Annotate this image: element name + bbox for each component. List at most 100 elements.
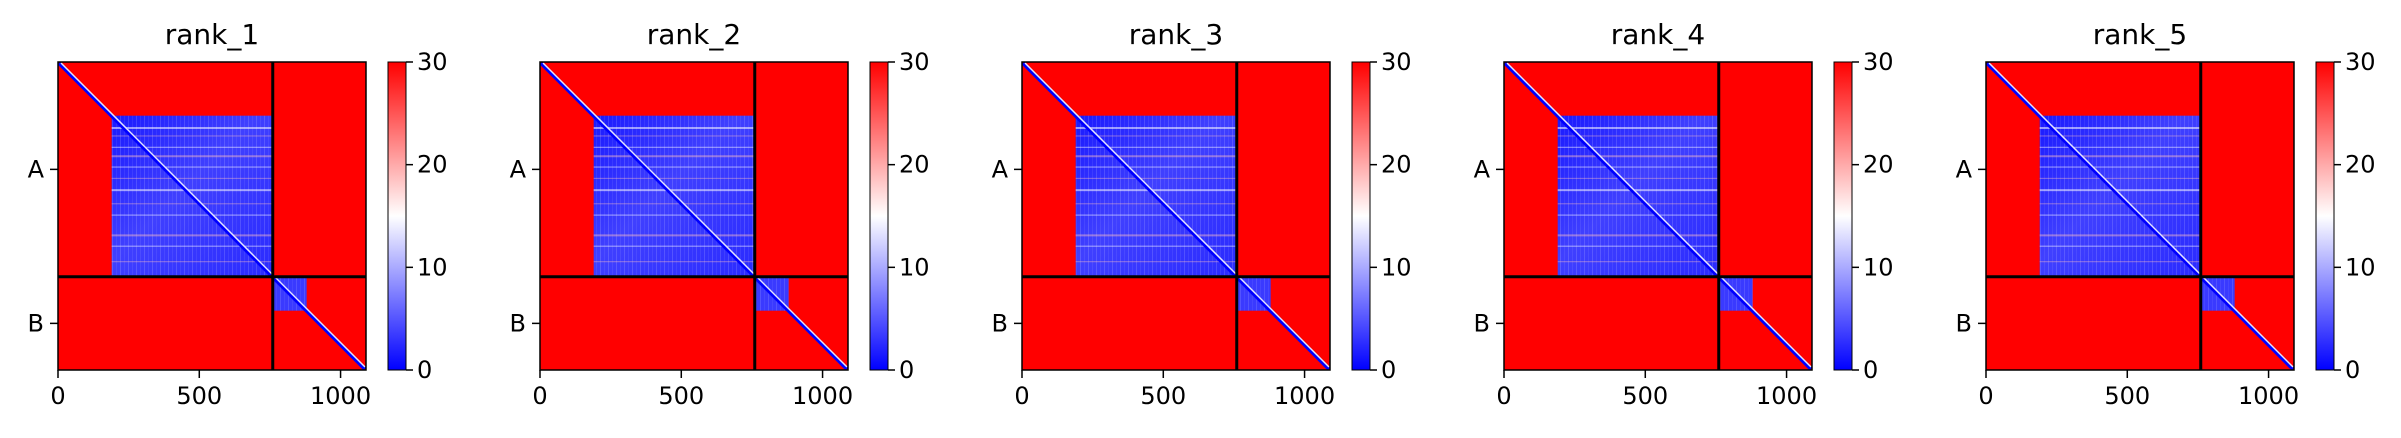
core-stripe (1075, 146, 1237, 148)
heatmap (1503, 61, 1813, 371)
chain-label: A (1474, 155, 1491, 183)
diagonal-band (1985, 61, 2295, 371)
heatmap-frame (1021, 61, 1331, 371)
colorbar-tick-label: 10 (1381, 253, 1412, 281)
core-stripe (1557, 261, 1719, 263)
panel-title: rank_5 (2093, 18, 2187, 51)
core-stripe (1075, 155, 1237, 158)
core-stripe (593, 234, 755, 237)
heatmap (539, 61, 849, 371)
core-stripe (111, 155, 273, 158)
chain-label: A (992, 155, 1009, 183)
x-tick-label: 0 (532, 382, 547, 410)
panel-title: rank_1 (165, 18, 259, 51)
chain-label: A (1956, 155, 1973, 183)
core-stripe (2039, 146, 2201, 148)
core-stripe (1557, 155, 1719, 158)
panel-title: rank_4 (1611, 18, 1705, 51)
core-stripe (593, 177, 755, 179)
panel-1: rank_1 0 500 1000 A B 0 10 20 30 (28, 18, 448, 410)
core-stripe (593, 261, 755, 263)
core-stripe (1557, 234, 1719, 237)
core-stripe (1075, 126, 1237, 129)
core-stripe (1075, 189, 1237, 192)
core-stripe (1075, 135, 1237, 137)
colorbar-tick-label: 30 (1381, 48, 1412, 76)
core-stripe (1557, 135, 1719, 137)
core-stripe (2039, 155, 2201, 158)
core-stripe (1075, 234, 1237, 237)
diagonal-highlight (60, 62, 366, 368)
core-stripe (593, 146, 755, 148)
core-stripe (111, 245, 273, 247)
chain-label: B (1956, 309, 1972, 337)
colorbar-tick-label: 20 (1863, 151, 1894, 179)
core-stripe (111, 214, 273, 216)
colorbar-tick-label: 20 (1381, 151, 1412, 179)
colorbar-tick-label: 30 (899, 48, 930, 76)
core-stripe (2039, 203, 2201, 205)
colorbar (2315, 61, 2335, 371)
colorbar-tick-label: 0 (1863, 356, 1878, 384)
heatmap (1985, 61, 2295, 371)
chain-label: A (28, 155, 45, 183)
x-tick-label: 1000 (310, 382, 371, 410)
x-tick-label: 0 (50, 382, 65, 410)
core-stripe (1557, 177, 1719, 179)
core-stripe (111, 135, 273, 137)
colorbar-tick-label: 30 (2345, 48, 2376, 76)
heatmap-frame (1503, 61, 1813, 371)
core-stripe (593, 203, 755, 205)
x-tick-label: 500 (176, 382, 222, 410)
colorbar-tick-label: 0 (1381, 356, 1396, 384)
core-stripe (2039, 214, 2201, 216)
core-stripe (593, 166, 755, 168)
x-tick-label: 500 (1140, 382, 1186, 410)
x-tick-label: 1000 (1756, 382, 1817, 410)
core-stripe (1557, 126, 1719, 129)
heatmap-frame (1985, 61, 2295, 371)
core-stripe (1557, 245, 1719, 247)
core-stripe (2039, 234, 2201, 237)
core-stripe (2039, 166, 2201, 168)
colorbar-tick-label: 20 (417, 151, 448, 179)
core-stripe (1075, 177, 1237, 179)
x-tick-label: 1000 (2238, 382, 2299, 410)
x-tick-label: 1000 (1274, 382, 1335, 410)
diagonal-band (1503, 61, 1813, 371)
x-tick-label: 0 (1978, 382, 1993, 410)
core-stripe (2039, 189, 2201, 192)
colorbar-tick-label: 10 (899, 253, 930, 281)
core-stripe (593, 245, 755, 247)
colorbar-tick-label: 20 (2345, 151, 2376, 179)
colorbar-tick-label: 10 (1863, 253, 1894, 281)
diagonal-highlight (542, 62, 848, 368)
x-tick-label: 0 (1496, 382, 1511, 410)
core-stripe (1557, 203, 1719, 205)
core-stripe (1075, 203, 1237, 205)
chain-label: B (28, 309, 44, 337)
colorbar-tick-label: 0 (899, 356, 914, 384)
x-tick-label: 1000 (792, 382, 853, 410)
colorbar-tick-label: 0 (417, 356, 432, 384)
core-stripe (111, 261, 273, 263)
panel-title: rank_2 (647, 18, 741, 51)
core-stripe (2039, 177, 2201, 179)
heatmap (1021, 61, 1331, 371)
core-stripe (111, 126, 273, 129)
heatmap-frame (57, 61, 367, 371)
chain-label: B (510, 309, 526, 337)
colorbar-tick-label: 10 (417, 253, 448, 281)
colorbar (1351, 61, 1371, 371)
core-stripe (1557, 214, 1719, 216)
core-stripe (2039, 261, 2201, 263)
heatmap-frame (539, 61, 849, 371)
core-stripe (111, 177, 273, 179)
chain-label: B (1474, 309, 1490, 337)
diagonal-highlight (1506, 62, 1812, 368)
core-stripe (1557, 146, 1719, 148)
diagonal-highlight (1024, 62, 1330, 368)
colorbar-tick-label: 10 (2345, 253, 2376, 281)
